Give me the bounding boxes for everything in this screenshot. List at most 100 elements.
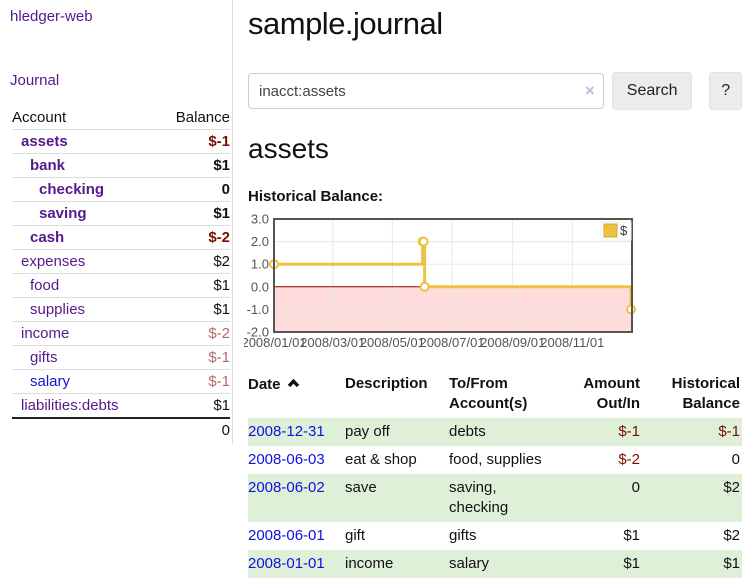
transaction-description: eat & shop: [345, 451, 417, 468]
account-link[interactable]: salary: [30, 373, 71, 390]
transaction-amount: $1: [623, 527, 640, 544]
account-row: gifts $-1: [12, 345, 230, 370]
chart-title: Historical Balance:: [248, 188, 384, 205]
transaction-accounts: salary: [449, 550, 564, 578]
account-balance: $-2: [156, 321, 230, 346]
register-header-accounts: To/From Account(s): [449, 375, 528, 412]
account-link[interactable]: assets: [21, 133, 68, 150]
svg-text:1.0: 1.0: [251, 257, 269, 272]
account-balance: $-2: [156, 225, 230, 250]
account-row: expenses $2: [12, 249, 230, 274]
transaction-balance: $-1: [642, 418, 742, 446]
account-row: cash $-2: [12, 225, 230, 250]
transaction-description: pay off: [345, 418, 449, 446]
transaction-balance: $1: [642, 550, 742, 578]
account-balance: $-1: [156, 129, 230, 154]
transaction-amount: $-1: [564, 418, 642, 446]
transaction-balance: $2: [723, 527, 740, 544]
svg-text:-2.0: -2.0: [247, 325, 269, 340]
account-balance: $1: [156, 201, 230, 226]
transaction-description: gift: [345, 527, 366, 544]
transaction-amount: 0: [564, 474, 642, 522]
account-link[interactable]: food: [30, 277, 60, 294]
brand-link[interactable]: hledger-web: [10, 8, 93, 25]
transaction-date-link[interactable]: 2008-06-03: [248, 451, 325, 468]
account-row: food $1: [12, 273, 230, 298]
account-balance: $-1: [156, 369, 230, 394]
transaction-row: 2008-12-31 pay off debts $-1 $-1: [248, 418, 742, 446]
account-row: assets $-1: [12, 129, 230, 154]
search-button[interactable]: Search: [611, 72, 693, 110]
svg-text:3.0: 3.0: [251, 212, 269, 227]
register-body: 2008-12-31 pay off debts $-1 $-1 2008-06-03 ea…: [248, 418, 742, 578]
transaction-accounts: debts: [449, 418, 564, 446]
help-button[interactable]: ?: [709, 72, 742, 110]
accounts-body: assets $-1 bank $1 checking 0 saving $1 cash $-2 e…: [12, 129, 230, 418]
svg-text:0.0: 0.0: [251, 279, 269, 294]
sidebar: hledger-web Journal Account Balance asse…: [0, 0, 233, 444]
account-heading: assets: [248, 133, 329, 164]
account-row: income $-2: [12, 321, 230, 346]
account-link[interactable]: saving: [39, 205, 87, 222]
account-row: liabilities:debts $1: [12, 393, 230, 418]
accounts-header-account: Account: [12, 109, 67, 126]
transaction-date-link[interactable]: 2008-01-01: [248, 555, 325, 572]
account-link[interactable]: checking: [39, 181, 105, 198]
account-link[interactable]: expenses: [21, 253, 86, 270]
transaction-row: 2008-01-01 income salary $1 $1: [248, 550, 742, 578]
sort-asc-icon: [287, 374, 300, 394]
account-link[interactable]: income: [21, 325, 70, 342]
register-header-date[interactable]: Date: [248, 370, 345, 418]
account-balance: $1: [156, 393, 230, 418]
svg-text:2.0: 2.0: [251, 234, 269, 249]
historical-balance-chart: $3.0 2.0 1.0 0.0 -1.0 -2.0 2008/01/01 2008/03/0…: [244, 211, 742, 357]
account-link[interactable]: cash: [30, 229, 65, 246]
account-balance: $1: [156, 153, 230, 178]
svg-text:2008/05/01: 2008/05/01: [360, 335, 425, 350]
svg-text:2008/07/01: 2008/07/01: [419, 335, 484, 350]
account-link[interactable]: gifts: [30, 349, 58, 366]
transaction-date-link[interactable]: 2008-12-31: [248, 423, 325, 440]
account-link[interactable]: liabilities:debts: [21, 397, 119, 414]
account-link[interactable]: bank: [30, 157, 66, 174]
account-row: saving $1: [12, 201, 230, 226]
account-link[interactable]: supplies: [30, 301, 86, 318]
page-title: sample.journal: [248, 6, 443, 41]
transaction-amount: $1: [564, 550, 642, 578]
account-row: supplies $1: [12, 297, 230, 322]
accounts-header-balance: Balance: [175, 109, 230, 126]
transaction-row: 2008-06-01 gift gifts $1 $2: [248, 522, 742, 550]
account-balance: $2: [156, 249, 230, 274]
account-row: bank $1: [12, 153, 230, 178]
nav-journal-link[interactable]: Journal: [10, 72, 60, 89]
account-balance: $1: [156, 273, 230, 298]
transaction-date-link[interactable]: 2008-06-01: [248, 527, 325, 544]
transaction-description: save: [345, 474, 449, 522]
accounts-total-value: 0: [156, 417, 230, 442]
svg-text:2008/11/01: 2008/11/01: [540, 335, 604, 350]
search-form: × Search ?: [248, 72, 742, 110]
transaction-row: 2008-06-02 save saving, checking 0 $2: [248, 474, 742, 522]
transaction-balance: 0: [731, 451, 740, 468]
clear-search-icon[interactable]: ×: [584, 81, 595, 100]
transaction-row: 2008-06-03 eat & shop food, supplies $-2 0: [248, 446, 742, 474]
register-header-row: Date Description To/From Account(s) Amou…: [248, 370, 742, 418]
transaction-date-link[interactable]: 2008-06-02: [248, 479, 325, 496]
register-header-amount: Amount Out/In: [583, 375, 640, 412]
svg-text:$: $: [620, 223, 628, 238]
svg-text:2008/03/01: 2008/03/01: [300, 335, 365, 350]
register-header-description: Description: [345, 375, 428, 392]
account-balance: $-1: [156, 345, 230, 370]
account-balance: $1: [156, 297, 230, 322]
transaction-balance: $2: [642, 474, 742, 522]
search-input[interactable]: [248, 73, 604, 109]
transaction-amount: $-2: [618, 451, 640, 468]
account-balance: 0: [156, 177, 230, 202]
register-table: Date Description To/From Account(s) Amou…: [248, 370, 742, 578]
svg-text:2008/01/01: 2008/01/01: [244, 335, 307, 350]
register-header-balance: Historical Balance: [671, 375, 740, 412]
transaction-accounts: saving, checking: [449, 474, 564, 522]
transaction-description: income: [345, 550, 449, 578]
svg-text:2008/09/01: 2008/09/01: [480, 335, 545, 350]
